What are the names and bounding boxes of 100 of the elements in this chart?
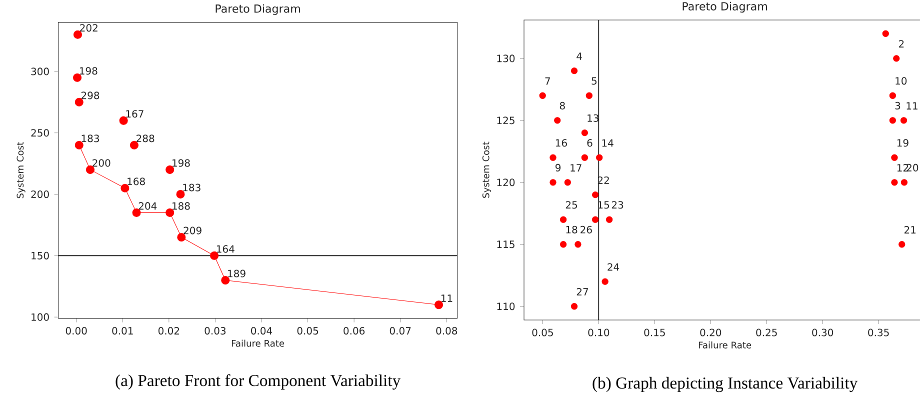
point — [176, 190, 185, 199]
point — [570, 67, 578, 74]
annotation: 24 — [608, 263, 620, 271]
y-tick-label: 300 — [31, 68, 49, 76]
text: (b) Graph depicting Instance Variability — [592, 376, 858, 392]
annotation: 26 — [580, 226, 592, 234]
y-tick-label: 150 — [32, 252, 49, 260]
point — [210, 251, 219, 260]
annotation: 6 — [587, 139, 592, 147]
annotation: 202 — [80, 24, 98, 32]
point — [900, 179, 908, 186]
annotation: 13 — [588, 114, 598, 122]
annotation: 164 — [216, 245, 234, 253]
annotation: 19 — [897, 139, 908, 147]
x-tick-label: 0.20 — [700, 328, 722, 336]
annotation: 209 — [184, 226, 202, 234]
point — [570, 303, 578, 310]
annotation: 198 — [172, 159, 190, 167]
text: (a) Pareto Front for Component Variability — [116, 374, 401, 390]
annotation: 183 — [82, 134, 100, 142]
x-axis-title: Failure Rate — [698, 341, 752, 348]
y-tick-label: 120 — [497, 178, 515, 186]
point — [166, 208, 174, 217]
point — [900, 117, 908, 124]
y-axis-title: System Cost — [16, 142, 26, 198]
annotation: 189 — [228, 270, 246, 278]
point — [592, 191, 599, 198]
y-tick-label: 130 — [497, 54, 515, 62]
x-tick-label: 0.02 — [158, 327, 180, 335]
annotation: 18 — [566, 226, 578, 234]
annotation: 288 — [136, 134, 154, 142]
point — [581, 154, 588, 161]
point — [560, 216, 567, 223]
annotation: 298 — [81, 92, 100, 100]
annotation: 10 — [896, 77, 907, 85]
point — [586, 92, 593, 99]
x-tick-label: 0.08 — [436, 327, 458, 335]
y-tick-label: 110 — [497, 302, 515, 310]
annotation: 168 — [128, 178, 145, 186]
point — [177, 232, 186, 242]
annotation: 23 — [612, 201, 624, 209]
point — [581, 129, 588, 136]
annotation: 183 — [183, 184, 200, 192]
x-tick-label: 0.01 — [112, 327, 133, 335]
point — [434, 300, 444, 310]
point — [166, 165, 174, 174]
y-tick-label: 250 — [31, 129, 49, 137]
annotation: 20 — [906, 164, 918, 172]
x-tick-label: 0.10 — [588, 328, 610, 336]
chart-title: Pareto Diagram — [216, 4, 300, 15]
point — [550, 154, 556, 161]
point — [73, 73, 82, 82]
point — [86, 165, 95, 174]
point — [891, 154, 898, 161]
chart-title: Pareto Diagram — [682, 2, 767, 13]
x-tick-label: 0.00 — [66, 327, 87, 335]
point — [596, 154, 603, 161]
annotation: 17 — [570, 164, 582, 172]
point — [898, 241, 906, 248]
point — [882, 30, 889, 37]
point — [564, 179, 572, 186]
x-tick-label: 0.35 — [868, 328, 889, 336]
x-tick-label: 0.30 — [812, 328, 834, 336]
annotation: 5 — [592, 77, 597, 85]
x-tick-label: 0.05 — [532, 328, 553, 336]
annotation: 198 — [80, 67, 98, 75]
point — [560, 241, 567, 248]
y-tick-label: 125 — [497, 116, 514, 124]
x-tick-label: 0.07 — [390, 327, 411, 335]
point — [120, 184, 130, 192]
annotation: 14 — [602, 139, 614, 147]
annotation: 11 — [441, 294, 452, 302]
point — [550, 179, 556, 186]
annotation: 7 — [545, 77, 550, 85]
point — [893, 55, 900, 62]
annotation: 167 — [126, 110, 144, 118]
annotation: 25 — [566, 201, 578, 209]
x-tick-label: 0.25 — [756, 328, 777, 336]
point — [539, 92, 546, 99]
point — [606, 216, 613, 223]
point — [74, 98, 84, 106]
annotation: 16 — [556, 139, 567, 147]
point — [602, 278, 608, 285]
annotation: 3 — [895, 102, 900, 110]
y-tick-label: 100 — [32, 313, 49, 321]
point — [554, 117, 561, 124]
x-tick-label: 0.05 — [297, 327, 318, 335]
annotation: 21 — [904, 226, 916, 234]
point — [73, 30, 82, 39]
annotation: 27 — [576, 288, 588, 296]
y-tick-label: 115 — [497, 240, 514, 248]
annotation: 188 — [172, 202, 190, 210]
annotation: 12 — [897, 164, 908, 172]
x-tick-label: 0.15 — [644, 328, 665, 336]
point — [119, 116, 128, 125]
annotation: 9 — [556, 164, 561, 172]
x-axis-title: Failure Rate — [232, 340, 284, 347]
point — [592, 216, 599, 223]
point — [574, 241, 582, 248]
annotation: 2 — [898, 40, 904, 48]
